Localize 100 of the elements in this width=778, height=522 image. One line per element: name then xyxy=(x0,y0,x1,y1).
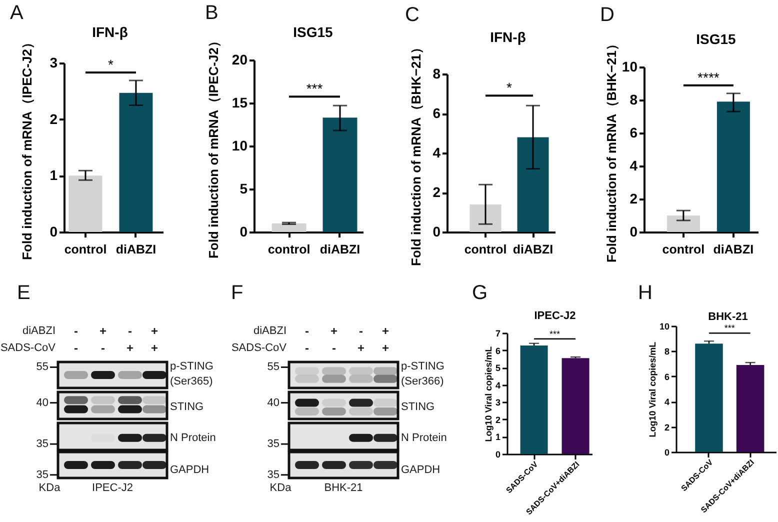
x-tick-label: control xyxy=(662,242,705,256)
chart-title: BHK-21 xyxy=(708,310,748,323)
y-tick-label: 0 xyxy=(240,224,248,240)
text: diABZI xyxy=(22,325,56,337)
y-tick-label: 8 xyxy=(432,66,441,82)
text: + xyxy=(330,324,338,338)
y-axis-title: Fold induction of mRNA（BHK−21） xyxy=(604,38,619,262)
text: + xyxy=(150,324,158,338)
text: STING xyxy=(170,401,204,413)
chart-title: IFN-β xyxy=(92,24,128,40)
text: 55 xyxy=(267,361,280,374)
y-tick-label: 6 xyxy=(664,372,670,382)
annotation: *** xyxy=(550,328,561,339)
y-tick-label: 2 xyxy=(664,422,670,432)
text: + xyxy=(357,341,365,355)
text: 55 xyxy=(36,361,48,374)
text: N Protein xyxy=(401,432,447,444)
text: G xyxy=(472,282,488,304)
text: A xyxy=(10,2,24,24)
text: p-STING (Ser366) xyxy=(401,360,444,388)
text: STING xyxy=(401,401,435,413)
x-tick-label: diABZI xyxy=(713,242,754,256)
annotation: * xyxy=(506,80,513,96)
y-tick-label: 10 xyxy=(622,58,638,74)
y-tick-label: 0 xyxy=(664,448,670,458)
text: 35 xyxy=(36,468,48,481)
text: SADS-CoV xyxy=(0,342,56,354)
y-tick-label: 2 xyxy=(50,110,58,127)
y-tick-label: 2 xyxy=(630,190,638,206)
y-tick-label: 15 xyxy=(232,94,248,110)
text: F xyxy=(231,282,244,304)
y-tick-label: 2 xyxy=(432,184,441,200)
chart-title: IFN-β xyxy=(490,29,526,46)
text: SADS-CoV xyxy=(231,342,288,354)
text: + xyxy=(382,324,390,338)
text: - xyxy=(305,341,309,355)
y-axis-title: Log10 Viral copies/mL xyxy=(647,341,658,438)
text: 40 xyxy=(36,396,48,409)
text: BHK-21 xyxy=(324,482,363,494)
y-tick-label: 0 xyxy=(630,224,638,240)
text: B xyxy=(205,2,218,24)
y-tick-label: 20 xyxy=(232,52,248,68)
y-axis-title: Log10 Viral copies/mL xyxy=(483,346,494,442)
y-tick-label: 0 xyxy=(432,224,441,240)
text: E xyxy=(17,282,30,304)
x-tick-label: control xyxy=(268,242,310,256)
text: GAPDH xyxy=(401,464,440,476)
x-tick-label: diABZI xyxy=(512,242,554,256)
y-tick-label: 4 xyxy=(630,158,638,174)
y-tick-label: 6 xyxy=(630,124,638,140)
x-tick-label: control xyxy=(464,242,507,256)
annotation: *** xyxy=(724,323,736,334)
text: 40 xyxy=(267,396,280,409)
text: IPEC-J2 xyxy=(92,482,133,494)
text: 35 xyxy=(36,438,48,450)
text: + xyxy=(126,341,134,355)
y-tick-label: 1 xyxy=(495,432,500,442)
y-tick-label: 2 xyxy=(495,414,500,425)
text: - xyxy=(305,324,309,338)
text: + xyxy=(150,341,158,355)
text: diABZI xyxy=(253,325,286,337)
y-axis-title: Fold induction of mRNA（IPEC-J2） xyxy=(20,36,35,260)
y-tick-label: 10 xyxy=(659,322,670,332)
text: KDa xyxy=(270,482,292,494)
x-tick-label: control xyxy=(64,242,107,256)
x-tick-label: diABZI xyxy=(116,242,156,256)
annotation: * xyxy=(108,56,114,72)
y-tick-label: 5 xyxy=(240,180,248,196)
y-tick-label: 3 xyxy=(50,54,58,70)
text: - xyxy=(332,341,336,355)
y-tick-label: 1 xyxy=(50,167,58,184)
y-tick-label: 4 xyxy=(432,144,441,160)
text: + xyxy=(99,324,107,338)
text: + xyxy=(382,341,390,355)
y-tick-label: 7 xyxy=(495,328,500,338)
chart-title: ISG15 xyxy=(696,31,736,48)
text: GAPDH xyxy=(170,464,210,476)
chart-title: ISG15 xyxy=(293,24,333,40)
y-tick-label: 8 xyxy=(664,346,670,357)
annotation: *** xyxy=(306,80,324,97)
y-tick-label: 4 xyxy=(664,397,670,408)
text: 35 xyxy=(267,438,280,450)
y-axis-title: Fold induction of mRNA（IPEC-J2） xyxy=(206,34,221,258)
y-tick-label: 6 xyxy=(432,105,441,121)
y-tick-label: 5 xyxy=(495,363,500,374)
annotation: **** xyxy=(698,69,720,86)
text: - xyxy=(101,341,105,355)
text: - xyxy=(359,324,363,338)
text: - xyxy=(74,324,78,338)
text: C xyxy=(405,4,420,26)
y-tick-label: 0 xyxy=(50,224,58,240)
text: D xyxy=(600,4,614,26)
y-tick-label: 0 xyxy=(495,450,500,460)
x-tick-label: diABZI xyxy=(320,242,360,256)
chart-title: IPEC-J2 xyxy=(534,310,576,322)
text: - xyxy=(128,324,132,338)
text: - xyxy=(74,341,78,355)
y-tick-label: 3 xyxy=(495,398,500,408)
y-axis-title: Fold induction of mRNA（BHK−21） xyxy=(408,41,424,266)
text: p-STING (Ser365) xyxy=(170,360,214,388)
